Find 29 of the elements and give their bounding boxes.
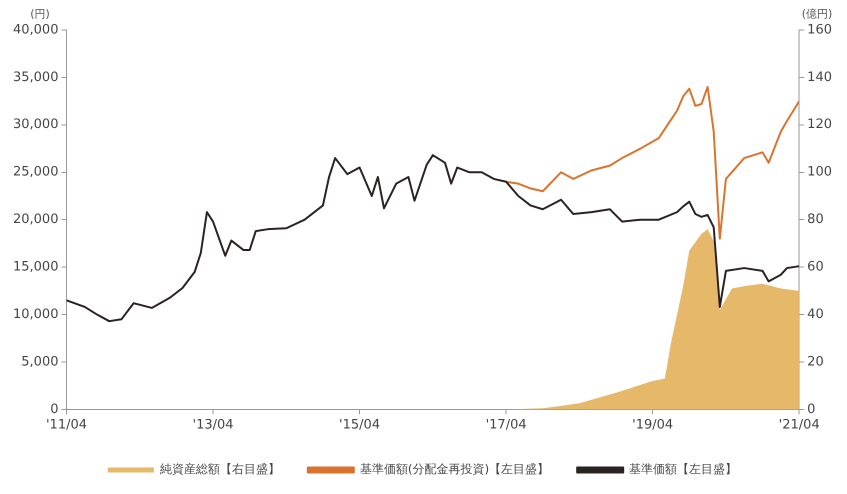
x-tick-label: '15/04 <box>339 418 380 433</box>
y-tick-label: 35,000 <box>12 70 58 85</box>
x-tick-label: '13/04 <box>192 418 234 433</box>
y-tick-label: 30,000 <box>12 117 58 132</box>
y-tick-label: 20,000 <box>12 212 58 228</box>
y2-tick-label: 40 <box>807 306 824 322</box>
x-tick-label: '19/04 <box>632 418 674 433</box>
y-tick-label: 15,000 <box>12 260 58 274</box>
y2-tick-label: 0 <box>807 402 816 417</box>
y-axis-title: (円) <box>30 7 50 20</box>
y2-tick-label: 80 <box>807 212 824 228</box>
legend-label: 基準価額【左目盛】 <box>629 462 738 476</box>
y2-tick-label: 60 <box>807 260 824 274</box>
legend-label: 基準価額(分配金再投資)【左目盛】 <box>360 462 550 476</box>
y2-tick-label: 120 <box>807 117 832 132</box>
y-tick-label: 25,000 <box>12 164 58 180</box>
y2-tick-label: 140 <box>807 70 832 85</box>
legend-label: 純資産総額【右目盛】 <box>160 462 280 476</box>
y-tick-label: 0 <box>50 402 58 417</box>
y2-tick-label: 160 <box>807 22 832 38</box>
x-tick-label: '17/04 <box>486 418 527 433</box>
y-tick-label: 10,000 <box>12 306 58 322</box>
y2-tick-label: 100 <box>807 164 832 180</box>
y2-tick-label: 20 <box>807 354 824 370</box>
x-tick-label: '21/04 <box>778 418 820 433</box>
x-tick-label: '11/04 <box>46 418 88 433</box>
y-tick-label: 40,000 <box>12 22 58 38</box>
y2-axis-title: (億円) <box>802 7 832 20</box>
y-tick-label: 5,000 <box>21 354 58 370</box>
